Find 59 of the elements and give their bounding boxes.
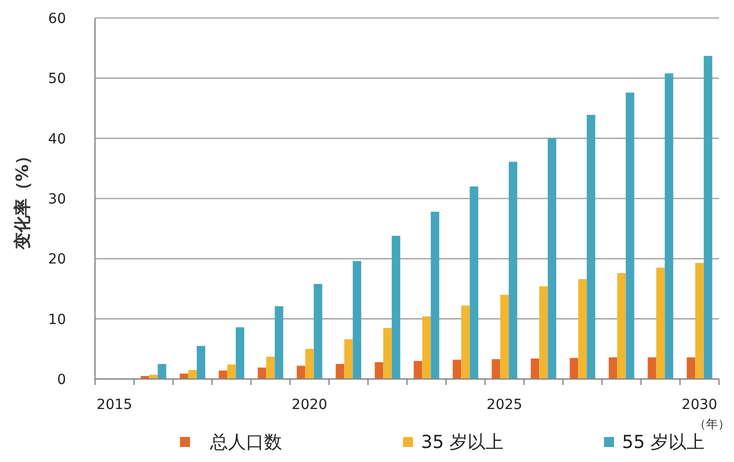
bar bbox=[305, 348, 314, 379]
bar bbox=[608, 357, 618, 379]
bar bbox=[548, 138, 556, 379]
y-tick-label: 10 bbox=[48, 312, 66, 328]
y-tick-label: 30 bbox=[48, 192, 66, 208]
x-tick-label: 2015 bbox=[96, 397, 132, 413]
bar bbox=[258, 368, 266, 379]
legend-label: 55 岁以上 bbox=[622, 432, 705, 453]
bar bbox=[392, 236, 400, 379]
bar bbox=[383, 328, 392, 379]
y-tick-label: 0 bbox=[57, 372, 66, 388]
bar bbox=[570, 358, 578, 379]
bar bbox=[180, 374, 188, 379]
bar bbox=[414, 360, 422, 379]
y-tick-label: 60 bbox=[48, 11, 66, 27]
x-axis-title: （年） bbox=[694, 417, 730, 431]
y-tick-label: 50 bbox=[48, 71, 66, 88]
bar bbox=[266, 356, 275, 379]
bar bbox=[344, 339, 353, 379]
bar bbox=[492, 359, 500, 379]
y-axis-title: 变化率（%） bbox=[13, 147, 33, 251]
bar bbox=[314, 284, 322, 379]
bar bbox=[296, 366, 306, 379]
bar bbox=[656, 268, 665, 379]
bar bbox=[374, 362, 384, 379]
bar bbox=[626, 92, 634, 379]
bar bbox=[196, 346, 206, 379]
bar bbox=[452, 360, 462, 379]
x-tick-label: 2030 bbox=[682, 397, 718, 413]
bar bbox=[530, 358, 540, 379]
legend-label: 35 岁以上 bbox=[421, 432, 504, 453]
bar bbox=[218, 370, 228, 379]
bar bbox=[236, 327, 244, 379]
legend-label: 总人口数 bbox=[209, 432, 282, 453]
bar bbox=[274, 306, 284, 379]
y-tick-label: 40 bbox=[48, 131, 66, 148]
bar bbox=[470, 186, 478, 379]
bar bbox=[500, 294, 509, 379]
bar bbox=[227, 364, 236, 379]
bar bbox=[704, 56, 712, 379]
bar bbox=[586, 114, 596, 379]
bar bbox=[461, 306, 470, 379]
bar bbox=[664, 73, 674, 379]
bar bbox=[617, 273, 626, 379]
bar bbox=[430, 212, 440, 379]
bar bbox=[648, 357, 656, 379]
bar bbox=[352, 261, 362, 379]
bar bbox=[539, 286, 548, 379]
bar bbox=[578, 279, 587, 379]
x-tick-label: 2025 bbox=[486, 397, 522, 413]
bar bbox=[695, 262, 704, 379]
bar bbox=[188, 370, 197, 379]
bar bbox=[508, 162, 518, 379]
bar bbox=[158, 364, 166, 379]
bar bbox=[422, 316, 431, 379]
bar bbox=[336, 364, 344, 379]
bar bbox=[686, 357, 696, 379]
x-tick-label: 2020 bbox=[292, 397, 328, 413]
y-tick-label: 20 bbox=[48, 252, 66, 268]
